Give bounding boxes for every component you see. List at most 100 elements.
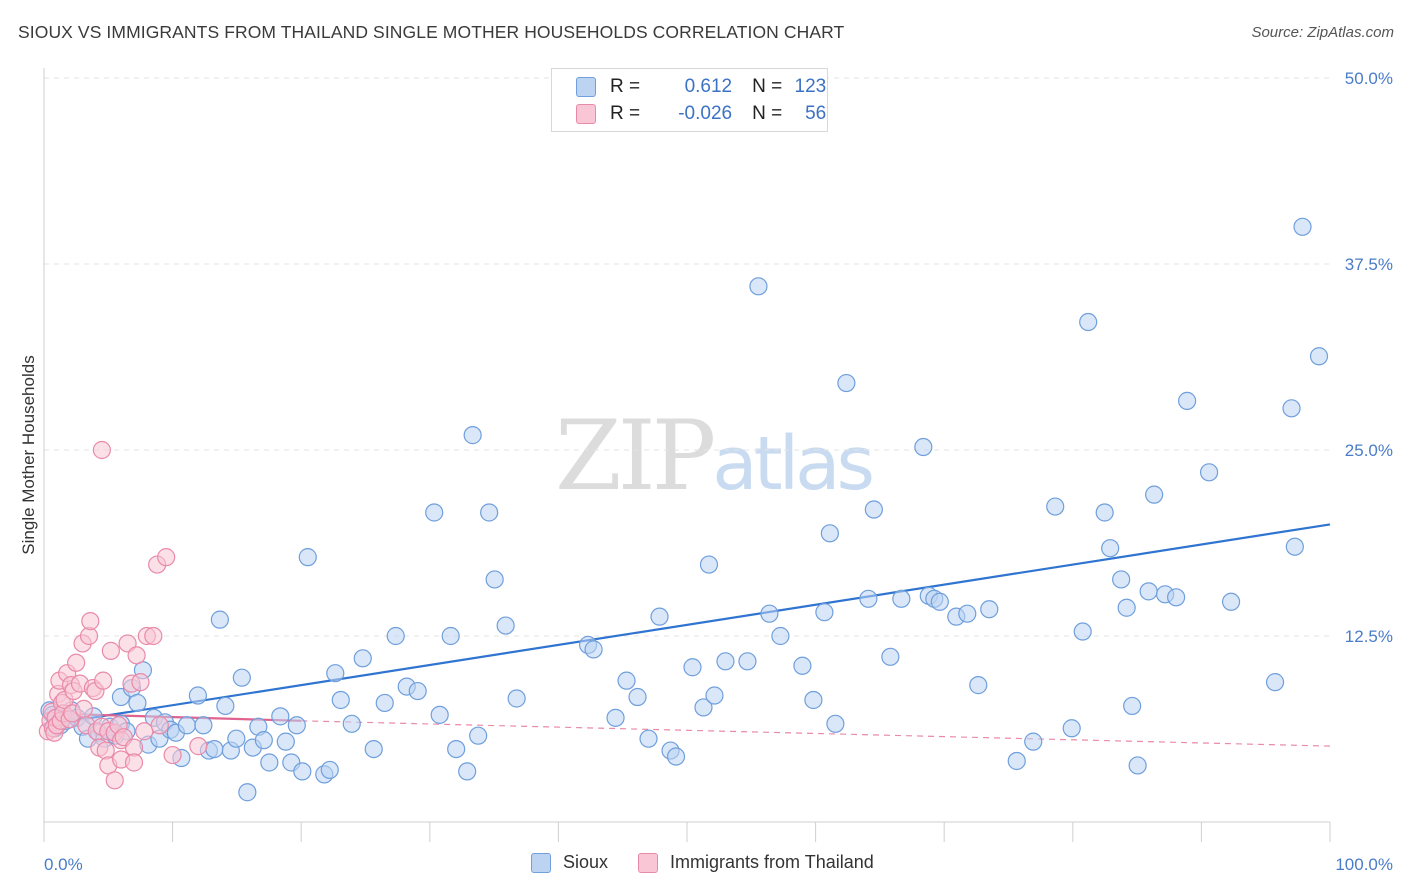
sioux-point bbox=[1073, 622, 1092, 641]
thailand-point bbox=[96, 741, 115, 760]
sioux-point bbox=[177, 716, 196, 735]
sioux-point bbox=[210, 610, 229, 629]
sioux-point bbox=[969, 676, 988, 695]
sioux-point bbox=[447, 739, 466, 759]
sioux-point bbox=[837, 373, 856, 393]
sioux-point bbox=[826, 714, 845, 733]
sioux-point bbox=[1117, 598, 1136, 617]
sioux-point bbox=[820, 524, 839, 543]
sioux-point bbox=[958, 604, 977, 623]
watermark-zip: ZIP bbox=[555, 400, 716, 512]
sioux-point bbox=[1139, 582, 1158, 601]
sioux-point bbox=[1221, 592, 1241, 611]
sioux-point bbox=[216, 696, 235, 716]
sioux-point bbox=[254, 731, 273, 750]
sioux-point bbox=[271, 707, 290, 726]
thailand-point bbox=[67, 653, 86, 672]
thailand-legend-swatch bbox=[638, 852, 659, 873]
sioux-point bbox=[480, 503, 499, 522]
thailand-point bbox=[105, 771, 124, 790]
r-value-sioux: 0.612 bbox=[684, 76, 733, 97]
sioux-point bbox=[1101, 539, 1120, 558]
r-label: R = bbox=[610, 76, 641, 97]
sioux-point bbox=[1309, 347, 1329, 366]
sioux-point bbox=[666, 747, 686, 766]
sioux-point bbox=[227, 729, 246, 748]
legend-label-sioux: Sioux bbox=[563, 852, 609, 872]
sioux-point bbox=[287, 716, 306, 735]
thailand-point bbox=[131, 673, 150, 692]
sioux-point bbox=[1265, 673, 1285, 692]
sioux-point bbox=[892, 589, 911, 608]
x-tick-label: 100.0% bbox=[1335, 855, 1393, 874]
sioux-point bbox=[342, 714, 361, 733]
sioux-point bbox=[617, 671, 636, 690]
sioux-point bbox=[194, 716, 213, 735]
sioux-point bbox=[1095, 503, 1114, 522]
data-points bbox=[38, 217, 1329, 802]
n-label: N = bbox=[752, 103, 783, 124]
sioux-point bbox=[331, 690, 350, 710]
sioux-point bbox=[205, 739, 224, 759]
sioux-point bbox=[914, 437, 933, 457]
legend-row-sioux: R = 0.612 N = 123 bbox=[576, 75, 826, 99]
sioux-point bbox=[1024, 732, 1043, 751]
sioux-point bbox=[1145, 485, 1164, 504]
sioux-point bbox=[293, 762, 312, 781]
sioux-point bbox=[326, 664, 345, 683]
sioux-point bbox=[1282, 399, 1301, 418]
correlation-legend: R = 0.612 N = 123 R = -0.026 N = 56 bbox=[551, 68, 828, 132]
sioux-point bbox=[1128, 756, 1147, 775]
sioux-point bbox=[804, 690, 823, 710]
sioux-point bbox=[320, 760, 339, 780]
sioux-point bbox=[1167, 588, 1186, 607]
sioux-trend-line bbox=[43, 523, 1331, 727]
thailand-point bbox=[127, 646, 146, 665]
sioux-point bbox=[859, 589, 878, 608]
sioux-point bbox=[298, 548, 317, 567]
sioux-point bbox=[238, 783, 257, 802]
sioux-point bbox=[408, 681, 427, 701]
sioux-point bbox=[463, 426, 482, 445]
sioux-point bbox=[930, 592, 949, 611]
axes bbox=[43, 68, 1331, 842]
y-tick-label: 37.5% bbox=[1345, 255, 1393, 274]
sioux-point bbox=[232, 668, 251, 687]
sioux-point bbox=[705, 686, 724, 705]
sioux-swatch bbox=[576, 77, 596, 97]
series-legend: Sioux Immigrants from Thailand bbox=[531, 852, 874, 873]
y-tick-label: 50.0% bbox=[1345, 69, 1393, 88]
watermark-atlas: atlas bbox=[712, 421, 875, 507]
sioux-point bbox=[1285, 537, 1304, 556]
sioux-point bbox=[1062, 719, 1081, 738]
thailand-point bbox=[94, 671, 113, 690]
n-value-sioux: 123 bbox=[794, 76, 827, 97]
watermark: ZIPatlas bbox=[555, 400, 875, 512]
thailand-point bbox=[135, 722, 154, 741]
source-credit: Source: ZipAtlas.com bbox=[1251, 24, 1394, 41]
sioux-point bbox=[364, 739, 383, 759]
sioux-point bbox=[1046, 497, 1065, 516]
sioux-point bbox=[1123, 696, 1142, 716]
sioux-point bbox=[650, 607, 669, 626]
thailand-point bbox=[157, 548, 176, 567]
sioux-point bbox=[760, 604, 779, 623]
sioux-point bbox=[771, 626, 790, 646]
sioux-legend-swatch bbox=[531, 852, 551, 873]
legend-label-thailand: Immigrants from Thailand bbox=[670, 852, 874, 872]
sioux-point bbox=[430, 705, 449, 724]
sioux-point bbox=[507, 689, 526, 708]
thailand-point bbox=[144, 626, 163, 646]
sioux-point bbox=[441, 626, 460, 646]
sioux-point bbox=[815, 603, 834, 622]
sioux-point bbox=[628, 687, 647, 707]
r-value-thailand: -0.026 bbox=[678, 103, 733, 124]
sioux-point bbox=[606, 708, 625, 727]
sioux-point bbox=[1293, 217, 1312, 236]
sioux-point bbox=[683, 658, 702, 677]
sioux-point bbox=[1079, 312, 1098, 332]
thailand-point bbox=[101, 641, 120, 660]
sioux-point bbox=[1178, 391, 1197, 410]
sioux-point bbox=[353, 649, 372, 668]
legend-row-thailand: R = -0.026 N = 56 bbox=[576, 102, 826, 126]
